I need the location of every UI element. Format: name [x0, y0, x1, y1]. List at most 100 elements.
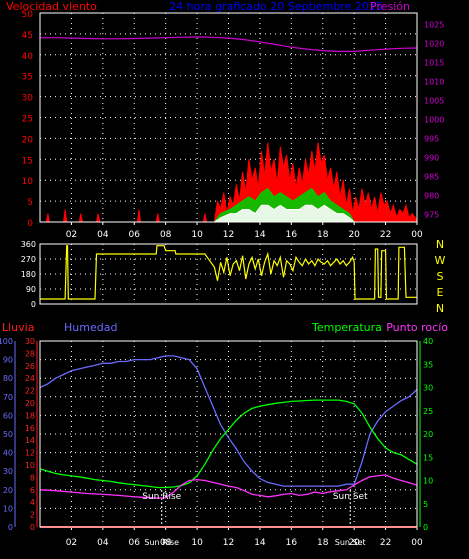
mid-ytick-label-360: 360 [21, 240, 36, 249]
direction-letter-s: S [437, 270, 444, 283]
bot-xtick-label-22: 22 [380, 538, 391, 548]
top-ytick-label-45: 45 [22, 31, 33, 41]
humidity-tick-label-30: 30 [3, 467, 13, 476]
bot-panel-frame [39, 340, 418, 528]
rain-tick-label-4: 4 [30, 498, 35, 507]
top-y2tick-label-995: 995 [424, 134, 439, 143]
wind-speed-label: Velocidad viento [6, 0, 97, 13]
temp-humidity-panel: 0102030405060708090100024681012141618202… [0, 337, 433, 548]
rain-tick-label-10: 10 [25, 461, 35, 470]
wind-pressure-panel: 0510152025303540455097598098599099510001… [22, 10, 445, 240]
top-y2tick-label-1005: 1005 [424, 96, 444, 105]
rain-tick-label-0: 0 [30, 523, 35, 532]
humidity-tick-label-10: 10 [3, 504, 13, 513]
temperature-tick-label-35: 35 [423, 360, 433, 369]
top-y2tick-label-1010: 1010 [424, 77, 444, 86]
series-temperature-line [39, 399, 418, 489]
bot-xtick-label-14: 14 [254, 538, 266, 548]
rain-tick-label-30: 30 [25, 337, 35, 346]
top-ytick-label-5: 5 [27, 198, 33, 208]
bot-xtick-label-06: 06 [129, 538, 141, 548]
rain-tick-label-8: 8 [30, 473, 35, 482]
humidity-tick-label-50: 50 [3, 430, 13, 439]
top-xtick-label-14: 14 [254, 230, 266, 240]
temperature-tick-label-30: 30 [423, 384, 433, 393]
mid-ytick-label-180: 180 [21, 270, 36, 279]
bot-xtick-label-20: 20 [348, 538, 360, 548]
top-y2tick-label-985: 985 [424, 172, 439, 181]
humidity-tick-label-60: 60 [3, 411, 13, 420]
rain-tick-label-28: 28 [25, 349, 35, 358]
mid-ytick-label-90: 90 [26, 285, 36, 294]
sunrise-annotation: Sun Rise [142, 492, 181, 502]
bot-xtick-label-16: 16 [286, 538, 298, 548]
humidity-tick-label-40: 40 [3, 449, 13, 458]
wind-direction-panel: 0 90 180 270 360 [21, 240, 418, 309]
top-ytick-label-40: 40 [22, 52, 34, 62]
top-xtick-label-20: 20 [348, 230, 360, 240]
top-y2tick-label-1000: 1000 [424, 115, 444, 124]
top-panel-frame [39, 12, 418, 223]
sunset-axis-label: Sun Set [335, 538, 366, 547]
direction-letter-n-top: N [436, 238, 444, 251]
rain-tick-label-24: 24 [25, 374, 35, 383]
rain-label: Lluvia [2, 321, 34, 334]
bot-xtick-label-00: 00 [411, 538, 423, 548]
rain-tick-label-16: 16 [25, 424, 35, 433]
top-xtick-label-16: 16 [286, 230, 298, 240]
rain-tick-label-26: 26 [25, 362, 35, 371]
sunset-annotation: Sun Set [333, 492, 368, 502]
series-2-wind-area [212, 204, 356, 223]
humidity-tick-label-80: 80 [3, 374, 13, 383]
temperature-tick-label-40: 40 [423, 337, 433, 346]
top-ytick-label-50: 50 [22, 10, 34, 20]
bot-xtick-label-10: 10 [191, 538, 203, 548]
top-y2tick-label-1015: 1015 [424, 58, 444, 67]
bot-xtick-label-02: 02 [66, 538, 77, 548]
rain-tick-label-22: 22 [25, 387, 35, 396]
bot-xtick-label-12: 12 [223, 538, 234, 548]
top-xtick-label-22: 22 [380, 230, 391, 240]
sunrise-axis-label: Sun Rise [144, 538, 179, 547]
chart-title: 24 hora graficado 20 Septiembre 2015 [169, 0, 383, 13]
temperature-tick-label-10: 10 [423, 477, 433, 486]
direction-letter-e: E [437, 286, 444, 299]
humidity-tick-label-0: 0 [8, 523, 13, 532]
temperature-tick-label-25: 25 [423, 407, 433, 416]
top-xtick-label-04: 04 [97, 230, 109, 240]
top-y2tick-label-975: 975 [424, 210, 439, 219]
top-xtick-label-10: 10 [191, 230, 203, 240]
rain-tick-label-14: 14 [25, 436, 35, 445]
top-xtick-label-02: 02 [66, 230, 77, 240]
mid-panel-frame [39, 243, 418, 305]
series-humidity-line [39, 355, 418, 487]
top-ytick-label-20: 20 [22, 135, 34, 145]
rain-tick-label-6: 6 [30, 486, 35, 495]
top-xtick-label-18: 18 [317, 230, 329, 240]
top-xtick-label-00: 00 [411, 230, 423, 240]
bot-xtick-label-18: 18 [317, 538, 329, 548]
humidity-label: Humedad [64, 321, 117, 334]
humidity-tick-label-70: 70 [3, 393, 13, 402]
bot-xtick-label-04: 04 [97, 538, 109, 548]
top-ytick-label-35: 35 [22, 73, 33, 83]
direction-letter-w: W [435, 254, 446, 267]
top-ytick-label-30: 30 [22, 94, 34, 104]
humidity-tick-label-100: 100 [0, 337, 13, 346]
top-xtick-label-06: 06 [129, 230, 141, 240]
top-y2tick-label-1020: 1020 [424, 39, 444, 48]
top-ytick-label-0: 0 [27, 219, 33, 229]
series-pressure-line [40, 36, 418, 52]
direction-letter-n-bottom: N [436, 302, 444, 315]
top-ytick-label-15: 15 [22, 156, 33, 166]
top-y2tick-label-1025: 1025 [424, 20, 444, 29]
mid-ytick-label-270: 270 [21, 255, 36, 264]
temperature-tick-label-5: 5 [423, 500, 428, 509]
rain-tick-label-18: 18 [25, 411, 35, 420]
humidity-tick-label-90: 90 [3, 356, 13, 365]
humidity-tick-label-20: 20 [3, 486, 13, 495]
top-ytick-label-10: 10 [22, 177, 34, 187]
top-xtick-label-12: 12 [223, 230, 234, 240]
